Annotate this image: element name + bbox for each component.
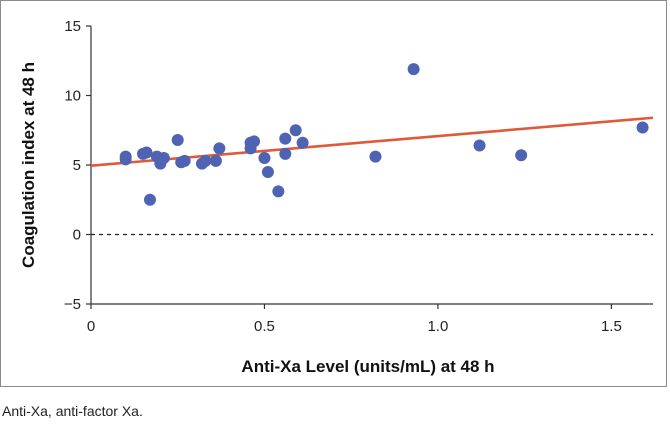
y-tick-label: 15 [64,18,81,35]
data-point [636,121,649,134]
scatter-chart: −5 0 5 10 15 0 0.5 1.0 1.5 Anti-Xa Level (units/… [19,18,654,376]
x-tick-label: 0 [87,318,95,335]
data-point [140,146,153,159]
data-point [473,139,486,152]
data-point [119,153,132,166]
data-point [279,147,292,160]
data-point [209,154,222,167]
x-tick-label: 1.0 [427,318,448,335]
data-point [213,142,226,155]
x-tick-label: 1.5 [601,318,622,335]
x-tick-label: 0.5 [254,318,275,335]
data-point [248,135,261,148]
y-tick-label: −5 [64,296,81,313]
data-point [178,154,191,167]
data-point [289,124,302,137]
y-tick-label: 10 [64,88,81,105]
data-point [157,152,170,165]
data-point [261,165,274,178]
y-tick-label: 0 [73,227,81,244]
data-point [258,152,271,165]
data-point [171,133,184,146]
x-axis-title: Anti-Xa Level (units/mL) at 48 h [241,357,494,376]
data-point [272,185,285,198]
data-point [199,154,212,167]
data-point [369,150,382,163]
figure-frame [0,0,667,387]
data-point [407,63,420,76]
data-point [143,193,156,206]
data-point [296,136,309,149]
data-point [279,132,292,145]
figure-caption: Anti-Xa, anti-factor Xa. [2,403,143,419]
y-axis-title: Coagulation index at 48 h [19,62,38,268]
y-tick-label: 5 [73,157,81,174]
data-point [515,149,528,162]
